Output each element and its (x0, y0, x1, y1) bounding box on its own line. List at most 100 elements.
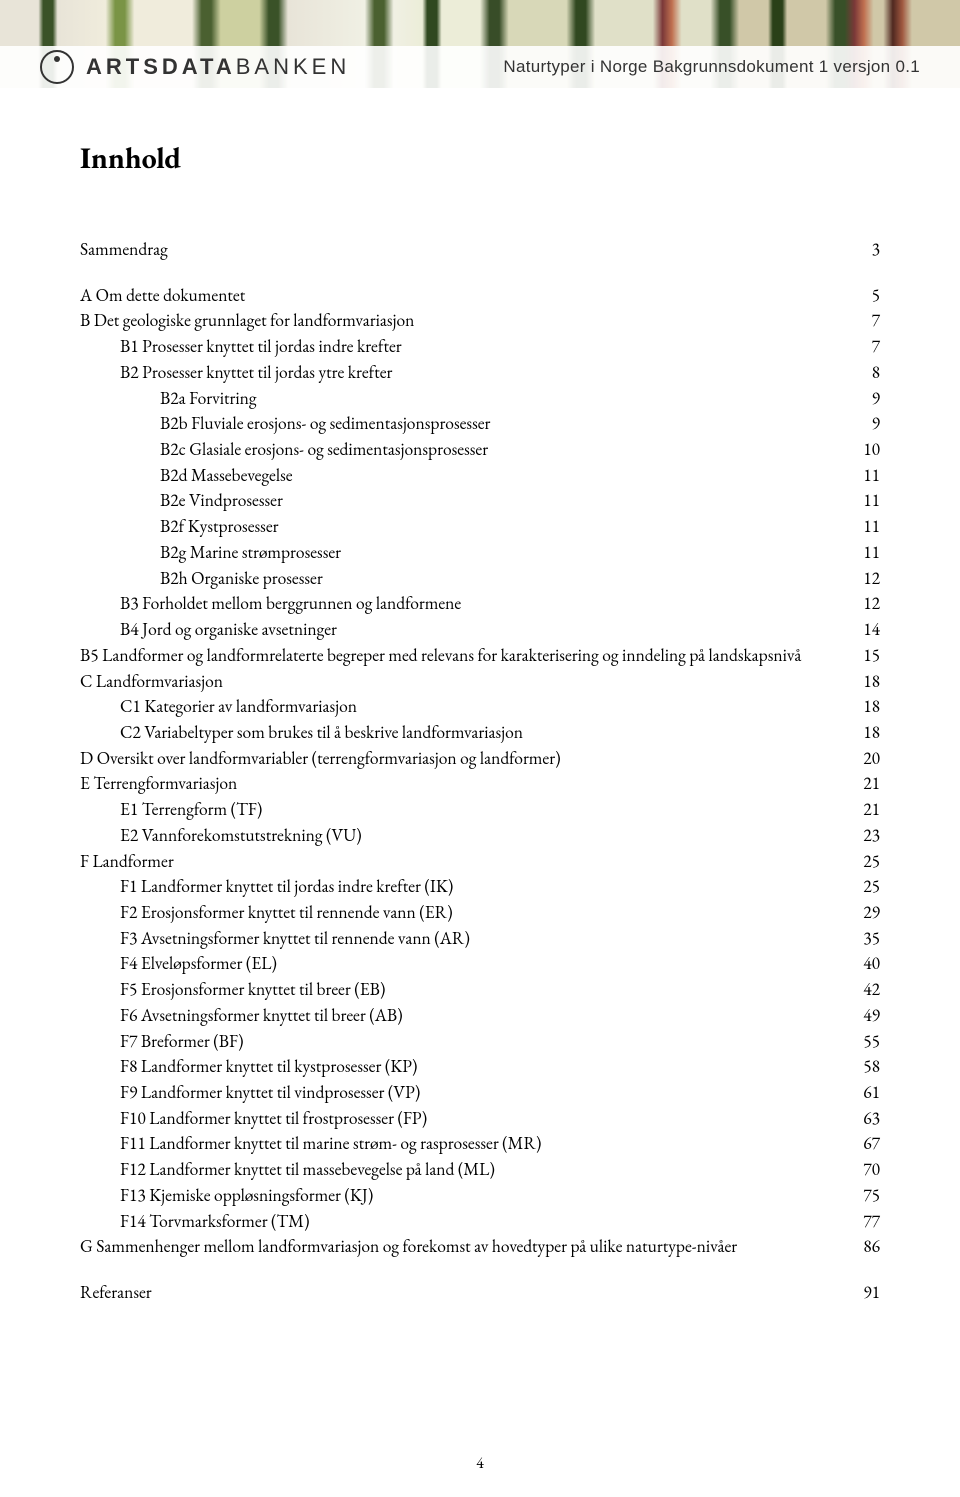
toc-entry-label: B2a Forvitring (160, 386, 840, 412)
toc-row: B1 Prosesser knyttet til jordas indre kr… (80, 334, 880, 360)
toc-row: E2 Vannforekomstutstrekning (VU)23 (80, 823, 880, 849)
toc-row: B3 Forholdet mellom berggrunnen og landf… (80, 591, 880, 617)
toc-entry-label: F1 Landformer knyttet til jordas indre k… (120, 874, 840, 900)
toc-row: Sammendrag3 (80, 237, 880, 263)
toc-entry-page: 12 (840, 566, 880, 592)
toc-entry-label: F8 Landformer knyttet til kystprosesser … (120, 1054, 840, 1080)
toc-row: F10 Landformer knyttet til frostprosesse… (80, 1106, 880, 1132)
toc-entry-label: F7 Breformer (BF) (120, 1029, 840, 1055)
toc-row: F14 Torvmarksformer (TM)77 (80, 1209, 880, 1235)
toc-entry-label: B4 Jord og organiske avsetninger (120, 617, 840, 643)
toc-entry-label: E1 Terrengform (TF) (120, 797, 840, 823)
toc-row: B Det geologiske grunnlaget for landform… (80, 308, 880, 334)
toc-entry-label: B2e Vindprosesser (160, 488, 840, 514)
toc-entry-page: 23 (840, 823, 880, 849)
toc-entry-page: 11 (840, 540, 880, 566)
toc-row: F12 Landformer knyttet til massebevegels… (80, 1157, 880, 1183)
toc-row: B2b Fluviale erosjons- og sedimentasjons… (80, 411, 880, 437)
toc-row: C Landformvariasjon18 (80, 669, 880, 695)
toc-entry-label: B2g Marine strømprosesser (160, 540, 840, 566)
toc-entry-page: 77 (840, 1209, 880, 1235)
toc-entry-label: A Om dette dokumentet (80, 283, 840, 309)
toc-entry-page: 40 (840, 951, 880, 977)
toc-entry-page: 14 (840, 617, 880, 643)
toc-row: B2f Kystprosesser11 (80, 514, 880, 540)
toc-entry-page: 29 (840, 900, 880, 926)
toc-entry-page: 11 (840, 514, 880, 540)
toc-entry-label: F10 Landformer knyttet til frostprosesse… (120, 1106, 840, 1132)
toc-entry-label: F11 Landformer knyttet til marine strøm-… (120, 1131, 840, 1157)
toc-entry-label: B2d Massebevegelse (160, 463, 840, 489)
toc-entry-page: 18 (840, 720, 880, 746)
toc-entry-page: 3 (840, 237, 880, 263)
toc-row: F9 Landformer knyttet til vindprosesser … (80, 1080, 880, 1106)
toc-row: B5 Landformer og landformrelaterte begre… (80, 643, 880, 669)
toc-entry-page: 18 (840, 694, 880, 720)
toc-row: F6 Avsetningsformer knyttet til breer (A… (80, 1003, 880, 1029)
toc-entry-label: E Terrengformvariasjon (80, 771, 840, 797)
toc-row: F3 Avsetningsformer knyttet til rennende… (80, 926, 880, 952)
toc-entry-page: 25 (840, 874, 880, 900)
toc-entry-page: 9 (840, 411, 880, 437)
toc-entry-label: E2 Vannforekomstutstrekning (VU) (120, 823, 840, 849)
toc-row: B2d Massebevegelse11 (80, 463, 880, 489)
toc-entry-label: Referanser (80, 1280, 840, 1306)
toc-entry-page: 9 (840, 386, 880, 412)
toc-row: F13 Kjemiske oppløsningsformer (KJ)75 (80, 1183, 880, 1209)
toc-entry-page: 7 (840, 308, 880, 334)
toc-entry-page: 11 (840, 488, 880, 514)
footer-page-number: 4 (0, 1452, 960, 1473)
toc-entry-label: C1 Kategorier av landformvariasjon (120, 694, 840, 720)
toc-entry-page: 70 (840, 1157, 880, 1183)
toc-entry-label: F13 Kjemiske oppløsningsformer (KJ) (120, 1183, 840, 1209)
toc-entry-label: F4 Elveløpsformer (EL) (120, 951, 840, 977)
toc-entry-label: B Det geologiske grunnlaget for landform… (80, 308, 840, 334)
toc-entry-page: 86 (840, 1234, 880, 1260)
toc-entry-page: 21 (840, 797, 880, 823)
toc-entry-page: 63 (840, 1106, 880, 1132)
header-band: ARTSDATABANKEN Naturtyper i Norge Bakgru… (0, 0, 960, 88)
toc-row: E Terrengformvariasjon21 (80, 771, 880, 797)
logo-text-bold: ARTSDATA (86, 54, 236, 79)
header-doc-title: Naturtyper i Norge Bakgrunnsdokument 1 v… (503, 57, 920, 77)
toc-row: F1 Landformer knyttet til jordas indre k… (80, 874, 880, 900)
toc-entry-page: 5 (840, 283, 880, 309)
toc-entry-label: F12 Landformer knyttet til massebevegels… (120, 1157, 840, 1183)
toc-row: E1 Terrengform (TF)21 (80, 797, 880, 823)
toc-entry-label: B2f Kystprosesser (160, 514, 840, 540)
toc-entry-label: B2 Prosesser knyttet til jordas ytre kre… (120, 360, 840, 386)
toc-entry-label: C2 Variabeltyper som brukes til å beskri… (120, 720, 840, 746)
toc-entry-page: 11 (840, 463, 880, 489)
toc-entry-label: F14 Torvmarksformer (TM) (120, 1209, 840, 1235)
toc-entry-page: 21 (840, 771, 880, 797)
toc-entry-page: 67 (840, 1131, 880, 1157)
logo-text: ARTSDATABANKEN (86, 54, 350, 80)
toc-row: F Landformer25 (80, 849, 880, 875)
toc-entry-label: B1 Prosesser knyttet til jordas indre kr… (120, 334, 840, 360)
logo-icon (40, 50, 74, 84)
toc-entry-page: 8 (840, 360, 880, 386)
toc-entry-label: B3 Forholdet mellom berggrunnen og landf… (120, 591, 840, 617)
toc-entry-label: B2b Fluviale erosjons- og sedimentasjons… (160, 411, 840, 437)
page-title: Innhold (80, 138, 880, 177)
logo-block: ARTSDATABANKEN (40, 50, 350, 84)
toc-row: C1 Kategorier av landformvariasjon18 (80, 694, 880, 720)
toc-entry-page: 75 (840, 1183, 880, 1209)
header-content: ARTSDATABANKEN Naturtyper i Norge Bakgru… (40, 46, 920, 88)
toc-entry-label: G Sammenhenger mellom landformvariasjon … (80, 1234, 840, 1260)
toc-row: F11 Landformer knyttet til marine strøm-… (80, 1131, 880, 1157)
toc-entry-label: B2c Glasiale erosjons- og sedimentasjons… (160, 437, 840, 463)
toc-row: D Oversikt over landformvariabler (terre… (80, 746, 880, 772)
table-of-contents: Sammendrag3A Om dette dokumentet5B Det g… (80, 237, 880, 1306)
toc-row: F4 Elveløpsformer (EL)40 (80, 951, 880, 977)
toc-entry-page: 55 (840, 1029, 880, 1055)
toc-entry-label: Sammendrag (80, 237, 840, 263)
toc-row: A Om dette dokumentet5 (80, 283, 880, 309)
toc-row: B2e Vindprosesser11 (80, 488, 880, 514)
toc-entry-label: F Landformer (80, 849, 840, 875)
toc-entry-page: 58 (840, 1054, 880, 1080)
toc-entry-label: B5 Landformer og landformrelaterte begre… (80, 643, 840, 669)
toc-row: B4 Jord og organiske avsetninger14 (80, 617, 880, 643)
toc-entry-page: 61 (840, 1080, 880, 1106)
toc-row: F2 Erosjonsformer knyttet til rennende v… (80, 900, 880, 926)
